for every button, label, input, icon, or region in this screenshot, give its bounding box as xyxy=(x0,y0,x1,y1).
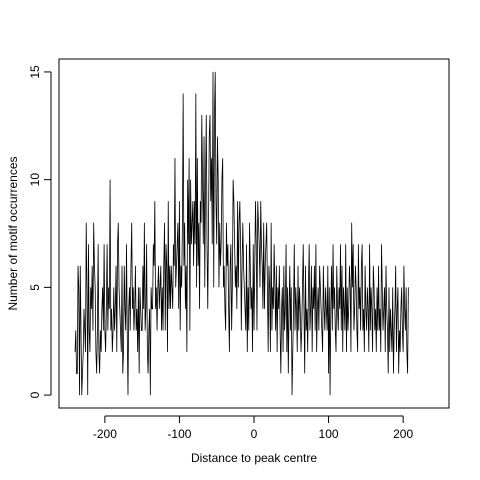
y-tick-label: 10 xyxy=(28,173,42,187)
y-axis-title: Number of motif occurrences xyxy=(6,156,20,310)
y-tick-label: 15 xyxy=(28,65,42,79)
x-tick-label: 0 xyxy=(251,427,258,441)
plot-border xyxy=(58,58,450,409)
y-axis: 0 5 10 15 xyxy=(28,65,52,398)
plot-frame xyxy=(58,58,450,409)
x-axis-title: Distance to peak centre xyxy=(191,451,317,465)
y-tick-label: 5 xyxy=(28,284,42,291)
x-tick-label: 200 xyxy=(393,427,413,441)
x-tick-label: -100 xyxy=(167,427,191,441)
x-axis: -200 -100 0 100 200 xyxy=(93,415,413,441)
y-tick-label: 0 xyxy=(28,391,42,398)
series-group xyxy=(74,71,409,396)
x-tick-label: -200 xyxy=(93,427,117,441)
series-line xyxy=(74,71,409,396)
x-tick-label: 100 xyxy=(319,427,339,441)
